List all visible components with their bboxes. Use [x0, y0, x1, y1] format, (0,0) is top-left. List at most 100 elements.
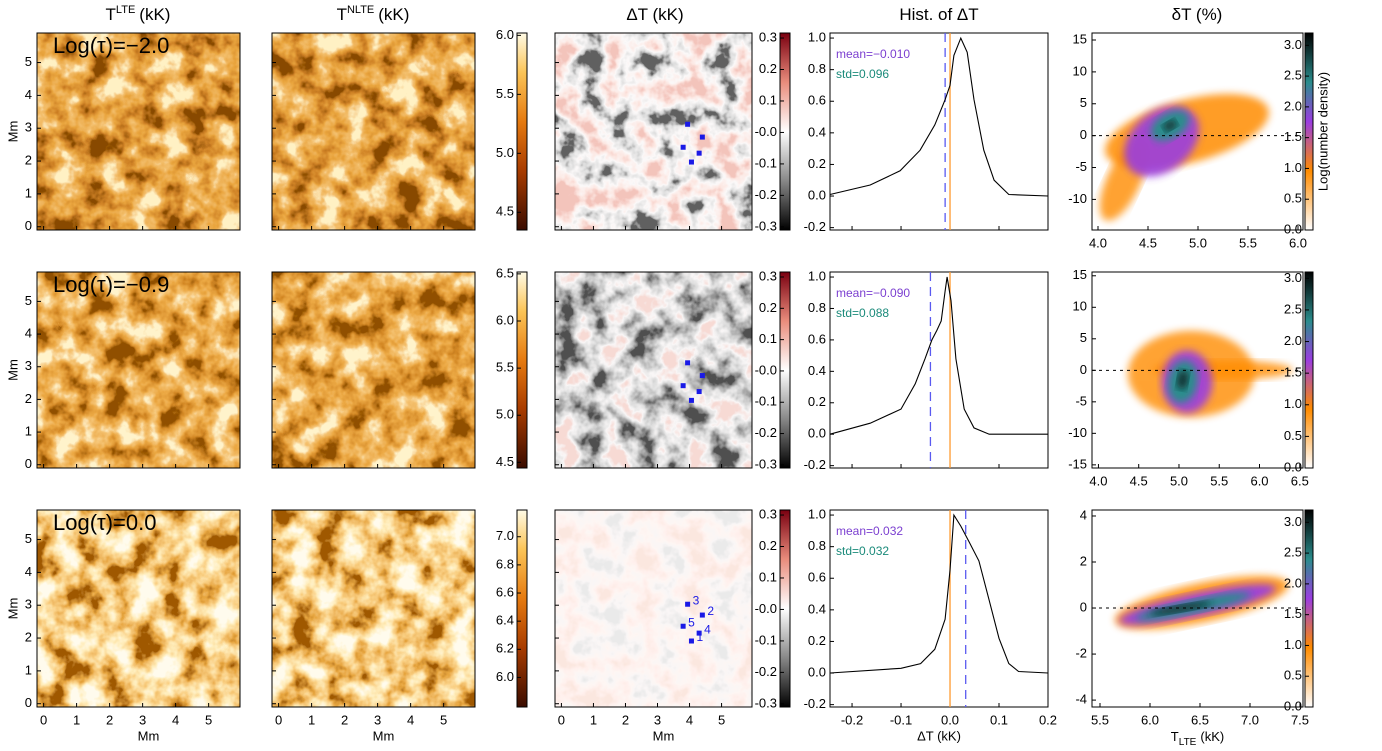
map-frame [36, 32, 241, 231]
tick-label: 5 [440, 712, 447, 727]
tick-label: 0 [25, 695, 32, 710]
tick-label: 4.0 [1089, 473, 1107, 488]
title-sup: LTE [116, 4, 135, 16]
density-blob [1177, 370, 1189, 390]
title-main: δT (%) [1172, 5, 1223, 24]
tick-label: 5 [25, 293, 32, 308]
tick-label: 2 [341, 712, 348, 727]
tick-label: 1.5 [1284, 129, 1302, 144]
marker-point [680, 383, 686, 389]
tick-label: 0.3 [759, 29, 777, 44]
tick-label: 3 [25, 597, 32, 612]
map-frame [271, 271, 476, 469]
tick-label: 0.1 [759, 331, 777, 346]
std-label: std=0.096 [836, 67, 889, 81]
tick-label: 4 [686, 712, 693, 727]
hist-curve [829, 276, 1048, 435]
map-image [37, 33, 240, 230]
tick-label: 4.5 [1139, 235, 1157, 250]
tick-label: 0 [25, 218, 32, 233]
tick-label: 0.2 [808, 633, 826, 648]
tick-label: 0.2 [759, 61, 777, 76]
tick-label: 2.0 [1284, 575, 1302, 590]
tick-label: 2 [1080, 553, 1087, 568]
tick-label: -0.0 [755, 601, 777, 616]
tick-label: 1 [25, 662, 32, 677]
density-blob [1149, 601, 1212, 616]
tick-label: 5.5 [496, 360, 514, 375]
tick-label: 0.5 [1284, 668, 1302, 683]
density-cloud [1114, 575, 1289, 630]
tick-label: 0 [1080, 599, 1087, 614]
tick-label: 0.4 [808, 363, 826, 378]
map-frame [36, 509, 241, 708]
tick-label: -0.2 [755, 425, 777, 440]
tick-label: 0.5 [1284, 191, 1302, 206]
std-label: std=0.032 [836, 544, 889, 558]
map-image [555, 33, 752, 230]
marker-point [680, 144, 686, 150]
tick-label: 1 [308, 712, 315, 727]
tick-label: 6.0 [1250, 473, 1268, 488]
map-image [37, 510, 240, 707]
tick-label: 1.5 [1284, 606, 1302, 621]
tick-label: 0.4 [808, 601, 826, 616]
title-main: T [106, 5, 116, 24]
tick-label: 0.0 [808, 187, 826, 202]
tick-label: 7.0 [1241, 712, 1259, 727]
tick-label: 0.3 [759, 268, 777, 283]
tick-label: 3 [139, 712, 146, 727]
x-axis-label: Mm [138, 728, 160, 743]
tick-label: 10 [1073, 63, 1087, 78]
tick-label: 0.0 [1284, 698, 1302, 713]
tick-label: 10 [1073, 299, 1087, 314]
y-axis-label: Mm [5, 121, 20, 143]
map-image [272, 272, 475, 468]
marker-point [696, 389, 702, 395]
tick-label: 6.5 [1291, 473, 1309, 488]
tick-label: 5 [718, 712, 725, 727]
tick-label: 1.0 [1284, 396, 1302, 411]
tick-label: 5 [205, 712, 212, 727]
tick-label: 3 [25, 358, 32, 373]
tick-label: 0.3 [759, 506, 777, 521]
tick-label: 0 [1080, 362, 1087, 377]
hist-curve [829, 36, 1049, 197]
map-frame [271, 509, 476, 708]
tick-label: 1.0 [1284, 637, 1302, 652]
y-axis-label: Mm [5, 598, 20, 620]
tick-label: -0.1 [890, 712, 912, 727]
tick-label: 4 [25, 564, 32, 579]
marker-point [699, 134, 705, 140]
tick-label: -10 [1068, 425, 1087, 440]
point-label: 4 [704, 622, 711, 636]
tick-label: 0 [558, 712, 565, 727]
map-image [555, 510, 752, 707]
x-axis-label: Mm [653, 728, 675, 743]
tick-label: 2.5 [1284, 301, 1302, 316]
tick-label: 0.8 [808, 300, 826, 315]
tick-label: 0.8 [808, 61, 826, 76]
tick-label: 5 [25, 54, 32, 69]
tick-label: -0.2 [804, 696, 826, 711]
tick-label: 0.0 [808, 426, 826, 441]
tick-label: 1 [25, 185, 32, 200]
map-frame [554, 271, 753, 469]
marker-point [685, 360, 691, 366]
point-label: 1 [696, 630, 703, 644]
tick-label: 5.0 [1189, 235, 1207, 250]
map-frame [554, 509, 753, 708]
colorbar [779, 32, 791, 231]
tick-label: 3.0 [1284, 514, 1302, 529]
tick-label: 2 [25, 152, 32, 167]
tick-label: 1.0 [808, 29, 826, 44]
tick-label: 0.1 [759, 569, 777, 584]
tick-label: 0.2 [759, 538, 777, 553]
mean-label: mean=0.032 [836, 524, 903, 538]
tick-label: 15 [1073, 267, 1087, 282]
x-axis-label: ΔT (kK) [917, 728, 961, 743]
map-image [272, 33, 475, 230]
column-title: Hist. of ΔT [899, 5, 978, 24]
tick-label: -0.1 [755, 394, 777, 409]
